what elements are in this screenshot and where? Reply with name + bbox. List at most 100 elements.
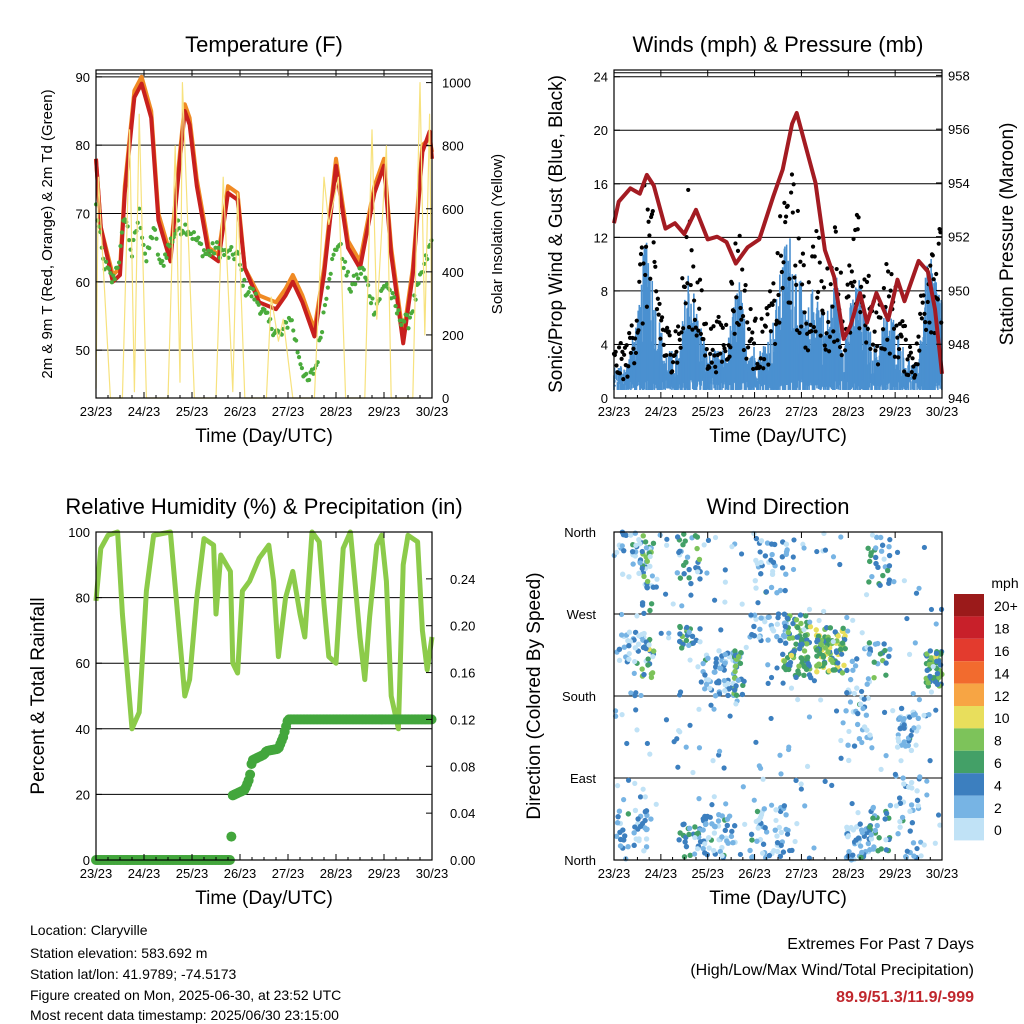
- wind-y-tick-label: 4: [601, 337, 608, 352]
- wind-gust-point: [778, 214, 783, 219]
- wind-gust-point: [761, 366, 766, 371]
- wind-direction-point: [761, 806, 767, 812]
- wind-y2-tick-label: 954: [948, 176, 970, 191]
- wind-direction-point: [914, 797, 921, 804]
- wind-title: Winds (mph) & Pressure (mb): [633, 32, 924, 57]
- wind-gust-point: [851, 236, 856, 242]
- rh-y-tick-label: 0: [83, 853, 90, 868]
- wind-direction-point: [647, 563, 653, 570]
- wind-direction-point: [910, 840, 917, 846]
- wind-direction-point: [632, 693, 638, 699]
- wind-gust-point: [847, 263, 852, 268]
- wind-gust-point: [778, 253, 784, 258]
- wind-gust-point: [903, 337, 908, 342]
- wind-direction-point: [690, 640, 697, 646]
- wind-direction-point: [793, 617, 800, 623]
- speed-legend-label: 16: [994, 643, 1010, 659]
- wind-direction-point: [751, 797, 757, 803]
- wind-gust-point: [797, 330, 802, 335]
- wind-direction-point: [729, 544, 735, 550]
- wind-direction-point: [617, 843, 624, 849]
- wind-direction-point: [626, 629, 633, 635]
- wind-direction-point: [901, 578, 907, 584]
- wind-direction-point: [653, 801, 659, 807]
- wind-direction-point: [807, 624, 814, 630]
- wind-direction-point: [873, 545, 879, 551]
- wind-direction-point: [649, 670, 656, 676]
- wind-direction-point: [758, 615, 764, 621]
- wind-direction-point: [896, 795, 903, 801]
- wind-direction-point: [676, 837, 682, 843]
- wind-gust-point: [850, 284, 855, 289]
- wind-direction-point: [863, 592, 870, 598]
- wind-gust-point: [802, 310, 807, 315]
- wind-direction-point: [633, 542, 639, 548]
- wind-direction-point: [777, 752, 783, 758]
- wind-direction-point: [887, 646, 893, 652]
- wind-gust-point: [915, 362, 920, 367]
- wind-direction-point: [875, 640, 881, 647]
- wind-gust-point: [645, 207, 650, 212]
- temp-title: Temperature (F): [185, 32, 343, 57]
- wind-gust-point: [738, 305, 743, 311]
- wind-y-axis-label: Sonic/Prop Wind & Gust (Blue, Black): [546, 75, 567, 393]
- wind-direction-point: [877, 582, 883, 588]
- wind-direction-point: [886, 544, 892, 550]
- wind-direction-point: [738, 650, 744, 656]
- temp-y2-tick-label: 600: [442, 202, 464, 217]
- wind-direction-point: [795, 696, 801, 703]
- wind-gust-point: [648, 276, 653, 281]
- wind-direction-point: [886, 563, 893, 569]
- wind-direction-point: [740, 682, 746, 688]
- wind-gust-point: [918, 311, 923, 316]
- wind-direction-point: [760, 841, 767, 847]
- dewpoint-point: [390, 290, 395, 296]
- wind-direction-point: [688, 592, 694, 598]
- dewpoint-point: [361, 267, 366, 272]
- wind-direction-point: [626, 643, 632, 649]
- wind-direction-point: [774, 633, 780, 640]
- wind-direction-point: [913, 742, 919, 748]
- wind-direction-point: [916, 585, 922, 591]
- wind-direction-point: [702, 672, 708, 678]
- wind-gust-point: [906, 372, 911, 378]
- wind-direction-point: [780, 651, 786, 658]
- wind-gust-point: [657, 301, 662, 307]
- dewpoint-point: [291, 328, 296, 333]
- speed-legend-swatch: [954, 728, 984, 751]
- wind-direction-point: [638, 692, 644, 699]
- wind-gust-point: [902, 323, 908, 329]
- wind-direction-point: [728, 833, 735, 840]
- wind-direction-point: [768, 802, 775, 808]
- wind-direction-point: [906, 651, 913, 657]
- wind-gust-point: [776, 292, 781, 298]
- wind-direction-point: [637, 794, 644, 800]
- wind-gust-point: [740, 314, 746, 319]
- wind-gust-point: [629, 323, 634, 328]
- wind-direction-point: [731, 687, 738, 693]
- rh-y2-tick-label: 0.12: [450, 712, 475, 727]
- wind-direction-point: [722, 827, 728, 834]
- wind-gust-point: [935, 297, 940, 302]
- wind-gust-point: [694, 333, 699, 338]
- wind-direction-point: [926, 712, 932, 718]
- rh-y2-tick-label: 0.24: [450, 572, 475, 587]
- dewpoint-point: [413, 297, 418, 302]
- wind-direction-point: [892, 771, 898, 777]
- wind-direction-point: [627, 638, 633, 645]
- wind-direction-point: [687, 657, 693, 663]
- wind-direction-point: [625, 811, 632, 817]
- wind-gust-point: [874, 310, 879, 315]
- wind-gust-point: [888, 288, 893, 293]
- wind-direction-point: [697, 639, 703, 645]
- wind-direction-point: [822, 645, 829, 651]
- footer-elevation: Station elevation: 583.692 m: [30, 945, 208, 961]
- wind-direction-point: [683, 637, 690, 644]
- wind-gust-point: [880, 327, 886, 332]
- wind-direction-point: [772, 827, 778, 833]
- dewpoint-point: [229, 244, 234, 250]
- dewpoint-point: [318, 335, 323, 340]
- wind-direction-point: [912, 711, 918, 718]
- wind-direction-point: [732, 668, 738, 675]
- wind-direction-point: [713, 656, 719, 662]
